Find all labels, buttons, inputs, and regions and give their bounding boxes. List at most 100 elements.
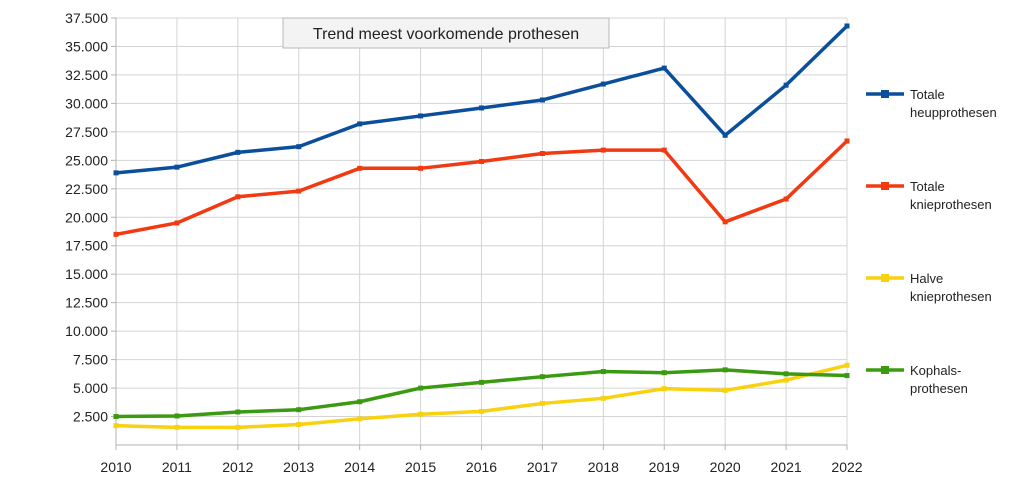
x-tick-label: 2016 [466, 459, 497, 475]
data-point [174, 424, 180, 430]
data-point [235, 149, 241, 155]
data-point [235, 424, 241, 430]
series-lines [113, 23, 850, 430]
legend-label: prothesen [910, 381, 968, 396]
y-tick-label: 12.500 [65, 295, 108, 311]
legend-item: Kophals-prothesen [866, 363, 968, 396]
data-point [600, 81, 606, 87]
data-point [296, 188, 302, 194]
data-point [783, 82, 789, 88]
y-tick-label: 22.500 [65, 181, 108, 197]
title-box: Trend meest voorkomende prothesen [282, 17, 610, 49]
data-point [357, 399, 363, 405]
x-tick-label: 2019 [649, 459, 680, 475]
data-point [235, 409, 241, 415]
data-point [174, 413, 180, 419]
data-point [661, 147, 667, 153]
legend-label: knieprothesen [910, 197, 992, 212]
legend-item: Totale heupprothesen [866, 87, 997, 120]
data-point [296, 422, 302, 428]
data-point [844, 23, 850, 29]
data-point [174, 164, 180, 170]
legend: TotaleheupprothesenTotaleknieprothesenHa… [866, 87, 997, 396]
legend-swatch-marker [881, 182, 889, 190]
data-point [783, 377, 789, 383]
axes: 2.500 5.000 7.500 10.000 12.500 15.000 17.500 2… [65, 10, 863, 475]
x-tick-label: 2020 [710, 459, 741, 475]
y-tick-label: 30.000 [65, 95, 108, 111]
data-point [783, 196, 789, 202]
x-tick-label: 2012 [222, 459, 253, 475]
legend-label: Totale [910, 179, 945, 194]
x-tick-label: 2014 [344, 459, 375, 475]
y-tick-label: 25.000 [65, 152, 108, 168]
data-point [783, 371, 789, 377]
legend-label: knieprothesen [910, 289, 992, 304]
data-point [600, 369, 606, 375]
data-point [174, 220, 180, 226]
data-point [479, 105, 484, 111]
data-point [113, 170, 119, 176]
legend-label: heupprothesen [910, 105, 997, 120]
y-tick-label: 32.500 [65, 67, 108, 83]
x-tick-label: 2011 [162, 459, 192, 475]
data-point [418, 411, 424, 417]
legend-item: Totale knieprothesen [866, 179, 992, 212]
data-point [418, 165, 424, 171]
data-point [539, 97, 545, 103]
data-point [418, 113, 424, 119]
data-point [296, 407, 302, 413]
data-point [357, 416, 363, 422]
y-tick-label: 10.000 [65, 323, 108, 339]
y-tick-label: 5.000 [73, 380, 108, 396]
data-point [600, 147, 606, 153]
x-tick-label: 2015 [405, 459, 436, 475]
data-point [357, 121, 363, 127]
data-point [844, 373, 850, 379]
chart-title: Trend meest voorkomende prothesen [313, 26, 579, 43]
data-point [235, 194, 241, 200]
data-point [844, 138, 850, 144]
data-point [661, 386, 667, 392]
data-point [600, 395, 606, 401]
data-point [113, 423, 119, 429]
data-point [479, 379, 484, 385]
legend-label: Halve [910, 271, 943, 286]
data-point [722, 132, 728, 138]
legend-swatch-marker [881, 366, 889, 374]
y-tick-label: 27.500 [65, 124, 108, 140]
data-point [113, 414, 119, 420]
x-tick-label: 2018 [588, 459, 619, 475]
x-tick-label: 2022 [831, 459, 862, 475]
data-point [479, 408, 484, 414]
data-point [296, 144, 302, 150]
y-tick-label: 35.000 [65, 38, 108, 54]
data-point [722, 387, 728, 393]
y-tick-label: 15.000 [65, 266, 108, 282]
data-point [661, 370, 667, 376]
data-point [722, 219, 728, 225]
data-point [539, 374, 545, 380]
data-point [844, 362, 850, 368]
y-tick-label: 2.500 [73, 409, 108, 425]
x-tick-label: 2021 [771, 459, 802, 475]
legend-label: Totale [910, 87, 945, 102]
legend-label: Kophals- [910, 363, 961, 378]
data-point [479, 158, 484, 164]
data-point [722, 367, 728, 373]
x-tick-label: 2010 [100, 459, 131, 475]
data-point [357, 165, 363, 171]
data-point [418, 385, 424, 391]
data-point [539, 400, 545, 406]
y-tick-label: 37.500 [65, 10, 108, 26]
legend-swatch-marker [881, 90, 889, 98]
y-tick-label: 7.500 [73, 352, 108, 368]
legend-item: Halve knieprothesen [866, 271, 992, 304]
data-point [661, 65, 667, 71]
data-point [539, 151, 545, 157]
y-tick-label: 20.000 [65, 209, 108, 225]
x-tick-label: 2017 [527, 459, 558, 475]
x-tick-label: 2013 [283, 459, 314, 475]
legend-swatch-marker [881, 274, 889, 282]
